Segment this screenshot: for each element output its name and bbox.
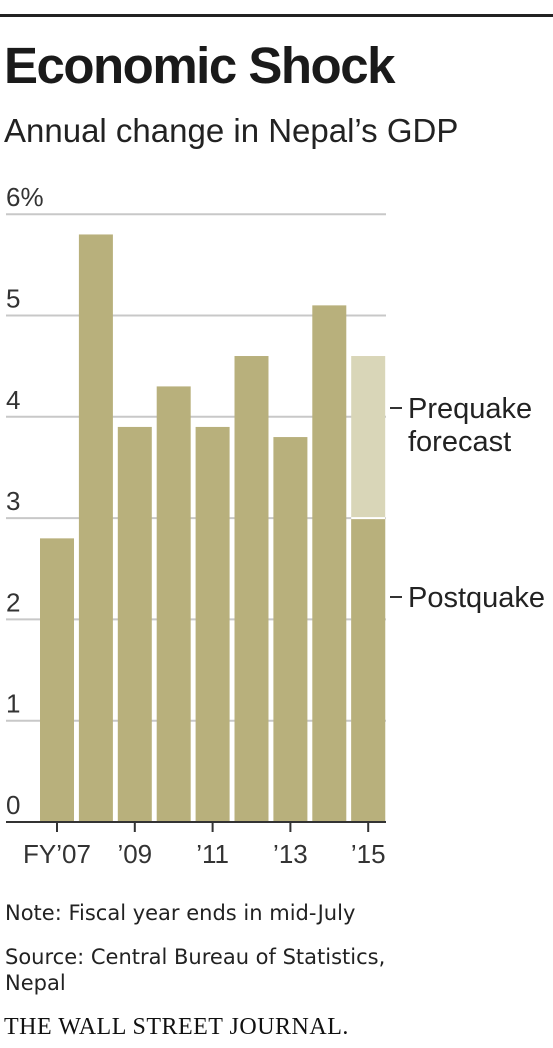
y-tick-label: 2 <box>6 587 20 617</box>
annotation-postquake: Postquake <box>408 582 545 614</box>
publisher-logo: THE WALL STREET JOURNAL. <box>4 1014 349 1040</box>
y-tick-label: 0 <box>6 790 20 820</box>
y-axis-labels: 0 1 2 3 4 5 6% <box>6 182 44 820</box>
bar <box>234 356 269 822</box>
y-tick-label: 6% <box>6 182 44 212</box>
bar <box>40 538 74 822</box>
x-tick-label: ’09 <box>117 839 152 869</box>
bar <box>78 234 113 823</box>
y-tick-label: 5 <box>6 284 20 314</box>
bars <box>40 234 386 823</box>
note-text: Note: Fiscal year ends in mid-July <box>5 901 356 925</box>
bar <box>312 305 347 822</box>
bar <box>351 518 386 822</box>
bar <box>117 426 152 822</box>
y-tick-label: 4 <box>6 385 20 415</box>
source-line-2: Nepal <box>5 971 66 996</box>
chart-subtitle: Annual change in Nepal’s GDP <box>4 112 459 149</box>
y-tick-label: 3 <box>6 486 20 516</box>
y-tick-label: 1 <box>6 689 20 719</box>
source-line-1: Source: Central Bureau of Statistics, <box>5 945 386 969</box>
bar <box>273 437 308 822</box>
bar <box>156 386 191 822</box>
x-tick-label: FY’07 <box>23 839 91 869</box>
annotation-forecast: forecast <box>408 426 511 458</box>
bar <box>195 426 230 822</box>
source-text: Source: Central Bureau of Statistics, Ne… <box>5 944 435 997</box>
gdp-bar-chart: 0 1 2 3 4 5 6% FY’07 ’09 ’11 ’13 ’15 Prequakeforec… <box>6 182 545 869</box>
top-rule <box>0 14 553 17</box>
x-axis: FY’07 ’09 ’11 ’13 ’15 <box>6 821 386 869</box>
x-tick-label: ’15 <box>351 839 386 869</box>
x-tick-label: ’11 <box>196 839 229 869</box>
x-tick-label: ’13 <box>273 839 308 869</box>
annotation-prequake: Prequake <box>408 393 532 425</box>
chart-title: Economic Shock <box>4 37 395 94</box>
